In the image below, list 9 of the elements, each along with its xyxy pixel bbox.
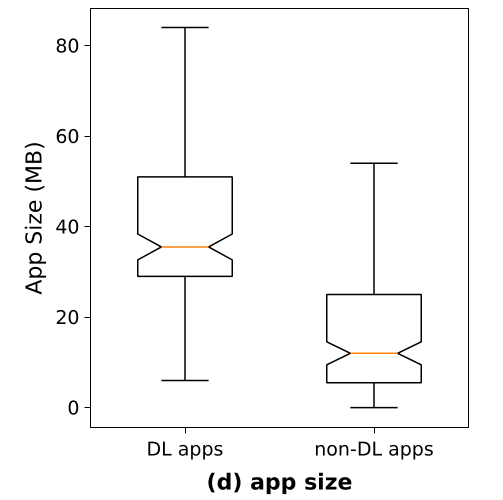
y-tick-label: 80: [55, 36, 80, 58]
y-tick-label: 0: [67, 398, 80, 420]
x-tick-label: non-DL apps: [314, 438, 434, 460]
text: (d) app size: [206, 470, 352, 496]
y-tick-label: 20: [55, 307, 80, 330]
y-axis-title: App Size (MB): [22, 141, 48, 295]
y-tick-label: 40: [55, 216, 80, 239]
x-tick-label: DL apps: [146, 438, 224, 460]
y-tick-label: 60: [55, 126, 80, 148]
